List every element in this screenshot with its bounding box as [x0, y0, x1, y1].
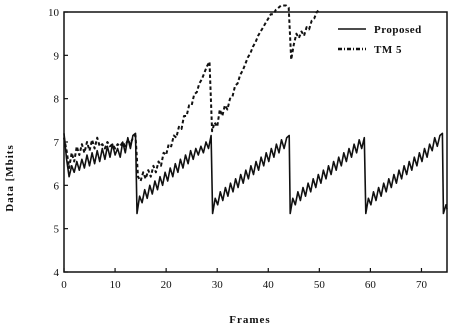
x-tick-label: 60 [365, 279, 377, 291]
x-tick-label: 10 [110, 279, 122, 291]
legend-label-1: Proposed [374, 24, 422, 36]
x-axis-title: Frames [229, 314, 270, 326]
series-lines [63, 4, 448, 215]
y-tick-label: 9 [54, 50, 60, 62]
x-tick-label: 30 [212, 279, 224, 291]
x-tick-label: 40 [263, 279, 275, 291]
y-tick-label: 7 [54, 137, 60, 149]
legend: Proposed TM 5 [334, 16, 446, 62]
x-tick-label: 70 [416, 279, 428, 291]
y-tick-label: 4 [54, 267, 60, 279]
x-tick-label: 50 [314, 279, 326, 291]
y-tick-label: 10 [48, 7, 60, 19]
tick-marks: 4 5 6 7 8 9 10 0 10 20 30 40 50 60 70 [48, 7, 427, 291]
x-tick-label: 20 [161, 279, 173, 291]
y-axis-title: Data [Mbits [4, 144, 16, 212]
legend-label-2: TM 5 [374, 44, 402, 56]
y-tick-label: 6 [54, 180, 60, 192]
x-tick-label: 0 [61, 279, 67, 291]
y-tick-label: 8 [54, 94, 60, 106]
legend-box [334, 16, 446, 62]
y-tick-label: 5 [54, 224, 60, 236]
